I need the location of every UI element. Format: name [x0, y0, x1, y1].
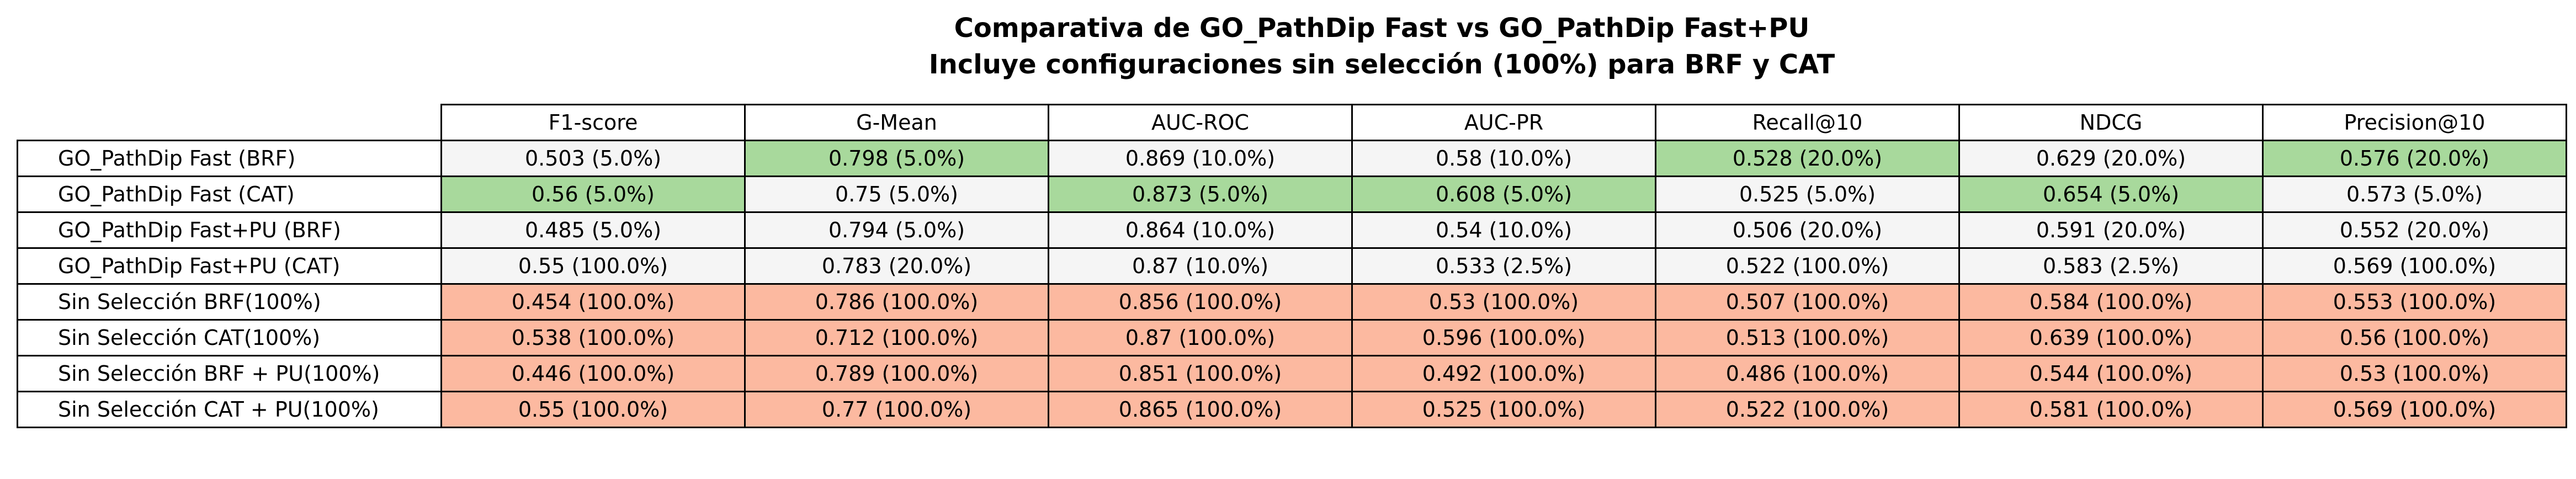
row-header: GO_PathDip Fast+PU (CAT): [17, 247, 442, 285]
table-row: Sin Selección BRF(100%) 0.454 (100.0%) 0.7…: [17, 283, 2567, 321]
table-cell: 0.851 (100.0%): [1048, 355, 1353, 392]
table-row: Sin Selección CAT + PU(100%) 0.55 (100.0%…: [17, 391, 2567, 428]
table-cell: 0.528 (20.0%): [1655, 140, 1960, 177]
table-cell: 0.869 (10.0%): [1048, 140, 1353, 177]
chart-title-line-1: Comparativa de GO_PathDip Fast vs GO_Pat…: [954, 13, 1810, 44]
table-cell: 0.544 (100.0%): [1958, 355, 2264, 392]
table-body: GO_PathDip Fast (BRF) 0.503 (5.0%) 0.798 (…: [17, 140, 2567, 428]
table-cell: 0.569 (100.0%): [2262, 391, 2567, 428]
column-header-precision-at-10: Precision@10: [2262, 104, 2567, 141]
table-cell: 0.573 (5.0%): [2262, 175, 2567, 213]
table-cell: 0.56 (5.0%): [440, 175, 746, 213]
table-cell: 0.522 (100.0%): [1655, 247, 1960, 285]
row-header: GO_PathDip Fast+PU (BRF): [17, 211, 442, 249]
table-cell: 0.533 (2.5%): [1351, 247, 1656, 285]
table-cell: 0.553 (100.0%): [2262, 283, 2567, 321]
table-cell: 0.507 (100.0%): [1655, 283, 1960, 321]
column-header-ndcg: NDCG: [1958, 104, 2264, 141]
row-header: GO_PathDip Fast (CAT): [17, 175, 442, 213]
table-cell: 0.789 (100.0%): [744, 355, 1049, 392]
table-cell: 0.783 (20.0%): [744, 247, 1049, 285]
column-header-g-mean: G-Mean: [744, 104, 1049, 141]
table-cell: 0.525 (100.0%): [1351, 391, 1656, 428]
table-cell: 0.58 (10.0%): [1351, 140, 1656, 177]
table-row: GO_PathDip Fast+PU (BRF) 0.485 (5.0%) 0.79…: [17, 211, 2567, 249]
table-cell: 0.552 (20.0%): [2262, 211, 2567, 249]
table-row: GO_PathDip Fast (BRF) 0.503 (5.0%) 0.798 (…: [17, 140, 2567, 177]
table-cell: 0.485 (5.0%): [440, 211, 746, 249]
table-row: GO_PathDip Fast+PU (CAT) 0.55 (100.0%) 0.7…: [17, 247, 2567, 285]
table-cell: 0.522 (100.0%): [1655, 391, 1960, 428]
column-header-f1-score: F1-score: [440, 104, 746, 141]
table-cell: 0.583 (2.5%): [1958, 247, 2264, 285]
table-cell: 0.865 (100.0%): [1048, 391, 1353, 428]
table-cell: 0.794 (5.0%): [744, 211, 1049, 249]
row-header: Sin Selección CAT + PU(100%): [17, 391, 442, 428]
table-cell: 0.654 (5.0%): [1958, 175, 2264, 213]
table-cell: 0.581 (100.0%): [1958, 391, 2264, 428]
table-header-row: F1-score G-Mean AUC-ROC AUC-PR Recall@10…: [18, 104, 2567, 141]
row-header: GO_PathDip Fast (BRF): [17, 140, 442, 177]
table-cell: 0.712 (100.0%): [744, 319, 1049, 356]
table-cell: 0.608 (5.0%): [1351, 175, 1656, 213]
column-header-auc-roc: AUC-ROC: [1048, 104, 1353, 141]
table-cell: 0.591 (20.0%): [1958, 211, 2264, 249]
table-cell: 0.75 (5.0%): [744, 175, 1049, 213]
table-cell: 0.786 (100.0%): [744, 283, 1049, 321]
table-row: Sin Selección BRF + PU(100%) 0.446 (100.0…: [17, 355, 2567, 392]
table-cell: 0.492 (100.0%): [1351, 355, 1656, 392]
results-table: F1-score G-Mean AUC-ROC AUC-PR Recall@10…: [17, 104, 2567, 428]
table-cell: 0.506 (20.0%): [1655, 211, 1960, 249]
column-header-auc-pr: AUC-PR: [1351, 104, 1656, 141]
table-cell: 0.639 (100.0%): [1958, 319, 2264, 356]
table-cell: 0.486 (100.0%): [1655, 355, 1960, 392]
table-cell: 0.513 (100.0%): [1655, 319, 1960, 356]
table-cell: 0.446 (100.0%): [440, 355, 746, 392]
table-cell: 0.53 (100.0%): [1351, 283, 1656, 321]
table-cell: 0.596 (100.0%): [1351, 319, 1656, 356]
chart-title: Comparativa de GO_PathDip Fast vs GO_Pat…: [0, 10, 2576, 83]
table-cell: 0.538 (100.0%): [440, 319, 746, 356]
table-corner: [18, 105, 442, 141]
chart-title-line-2: Incluye configuraciones sin selección (1…: [928, 49, 1835, 80]
column-header-recall-at-10: Recall@10: [1655, 104, 1960, 141]
table-cell: 0.53 (100.0%): [2262, 355, 2567, 392]
table-cell: 0.629 (20.0%): [1958, 140, 2264, 177]
table-cell: 0.569 (100.0%): [2262, 247, 2567, 285]
table-cell: 0.77 (100.0%): [744, 391, 1049, 428]
table-cell: 0.87 (10.0%): [1048, 247, 1353, 285]
table-cell: 0.798 (5.0%): [744, 140, 1049, 177]
table-cell: 0.525 (5.0%): [1655, 175, 1960, 213]
table-cell: 0.856 (100.0%): [1048, 283, 1353, 321]
table-cell: 0.454 (100.0%): [440, 283, 746, 321]
row-header: Sin Selección CAT(100%): [17, 319, 442, 356]
table-cell: 0.56 (100.0%): [2262, 319, 2567, 356]
table-cell: 0.55 (100.0%): [440, 247, 746, 285]
table-cell: 0.54 (10.0%): [1351, 211, 1656, 249]
table-cell: 0.503 (5.0%): [440, 140, 746, 177]
table-cell: 0.584 (100.0%): [1958, 283, 2264, 321]
table-row: Sin Selección CAT(100%) 0.538 (100.0%) 0.7…: [17, 319, 2567, 356]
row-header: Sin Selección BRF + PU(100%): [17, 355, 442, 392]
table-cell: 0.864 (10.0%): [1048, 211, 1353, 249]
table-cell: 0.576 (20.0%): [2262, 140, 2567, 177]
table-row: GO_PathDip Fast (CAT) 0.56 (5.0%) 0.75 (5.…: [17, 175, 2567, 213]
table-cell: 0.55 (100.0%): [440, 391, 746, 428]
table-cell: 0.87 (100.0%): [1048, 319, 1353, 356]
row-header: Sin Selección BRF(100%): [17, 283, 442, 321]
table-cell: 0.873 (5.0%): [1048, 175, 1353, 213]
